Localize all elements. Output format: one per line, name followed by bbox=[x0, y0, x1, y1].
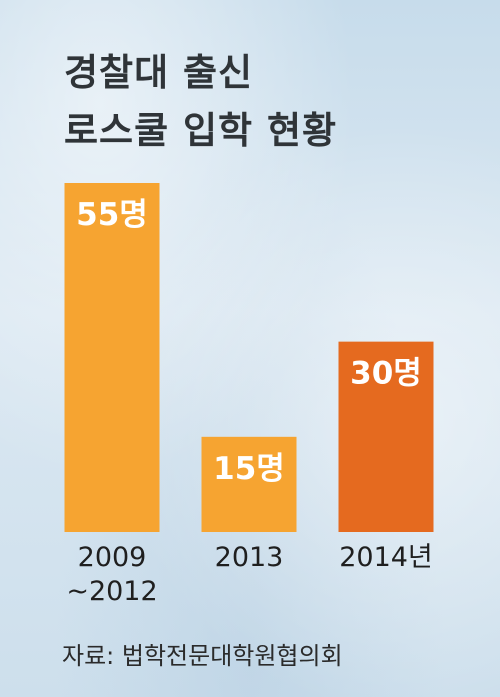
bar-2 bbox=[338, 341, 434, 532]
value-label-2: 30명 bbox=[350, 356, 422, 392]
bar-0 bbox=[64, 183, 160, 532]
category-label-0-1: ~2012 bbox=[66, 576, 157, 607]
value-label-0: 55명 bbox=[76, 197, 148, 233]
category-label-1-0: 2013 bbox=[215, 542, 284, 573]
chart-title-line-1: 경찰대 출신 bbox=[64, 51, 254, 94]
bar-1 bbox=[201, 436, 297, 532]
value-label-1: 15명 bbox=[213, 451, 285, 487]
source-note: 자료: 법학전문대학원협의회 bbox=[62, 642, 343, 670]
category-label-2-0: 2014년 bbox=[339, 542, 433, 573]
category-label-0-0: 2009 bbox=[78, 542, 147, 573]
chart-title: 경찰대 출신 로스쿨 입학 현황 bbox=[64, 44, 337, 160]
chart-title-line-2: 로스쿨 입학 현황 bbox=[64, 109, 338, 152]
